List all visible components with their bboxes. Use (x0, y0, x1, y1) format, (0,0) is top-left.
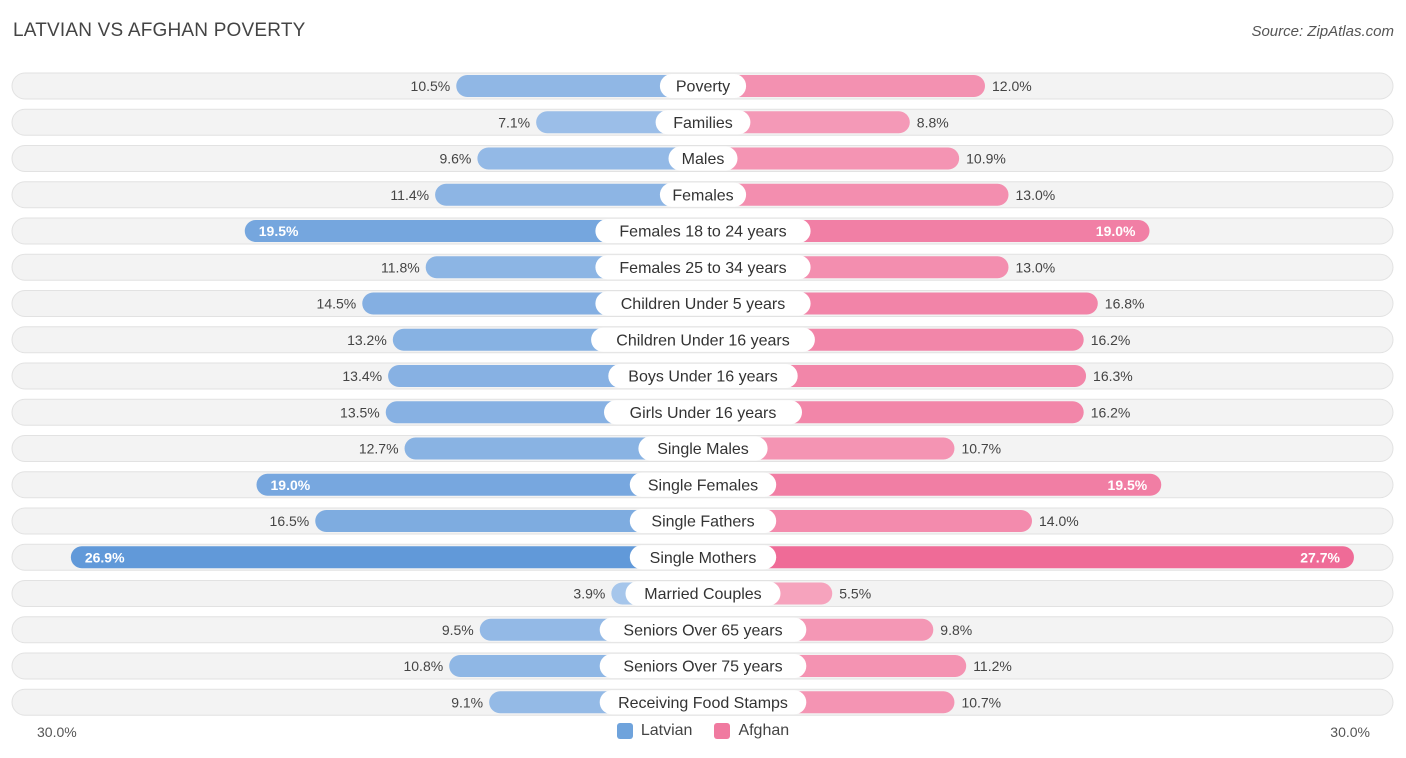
value-label-afghan-seniors-over-65-years: 9.8% (940, 622, 972, 638)
bar-latvian-females-18-to-24-years (244, 220, 714, 242)
value-label-afghan-single-mothers: 27.7% (1300, 549, 1340, 565)
value-label-afghan-single-females: 19.5% (1108, 477, 1148, 493)
value-label-latvian-seniors-over-75-years: 10.8% (403, 658, 443, 674)
category-label-seniors-over-75-years: Seniors Over 75 years (623, 659, 782, 676)
value-label-latvian-boys-under-16-years: 13.4% (342, 368, 382, 384)
value-label-afghan-receiving-food-stamps: 10.7% (961, 694, 1001, 710)
category-label-families: Families (673, 115, 733, 132)
value-label-latvian-families: 7.1% (498, 114, 530, 130)
value-label-afghan-single-fathers: 14.0% (1039, 513, 1079, 529)
category-label-single-females: Single Females (648, 477, 758, 494)
bar-afghan-single-fathers (692, 510, 1032, 532)
category-label-males: Males (682, 151, 725, 168)
category-pill-receiving-food-stamps (599, 690, 807, 715)
value-label-afghan-single-males: 10.7% (961, 441, 1001, 457)
category-pill-married-couples (625, 581, 781, 606)
category-label-girls-under-16-years: Girls Under 16 years (630, 405, 777, 422)
bar-afghan-females (692, 183, 1009, 206)
value-label-latvian-females-25-to-34-years: 11.8% (381, 259, 420, 275)
value-label-afghan-females-25-to-34-years: 13.0% (1016, 259, 1056, 275)
value-label-afghan-families: 8.8% (917, 114, 949, 130)
legend-swatch-latvian (616, 723, 633, 739)
category-pill-single-fathers (629, 509, 777, 533)
category-label-seniors-over-65-years: Seniors Over 65 years (623, 622, 782, 639)
category-pill-single-mothers (629, 545, 777, 570)
value-label-latvian-females-18-to-24-years: 19.5% (259, 223, 299, 239)
bar-latvian-single-males (404, 437, 714, 460)
value-label-latvian-single-males: 12.7% (359, 441, 399, 457)
category-pill-children-under-5-years (595, 291, 811, 316)
category-label-married-couples: Married Couples (644, 586, 761, 603)
category-label-females: Females (672, 187, 733, 204)
value-label-latvian-seniors-over-65-years: 9.5% (442, 622, 474, 638)
bar-latvian-single-mothers (70, 546, 715, 569)
value-label-latvian-males: 9.6% (439, 151, 471, 167)
category-pill-males (668, 146, 738, 171)
value-label-afghan-females: 13.0% (1016, 187, 1056, 203)
value-label-afghan-boys-under-16-years: 16.3% (1093, 368, 1133, 384)
category-pill-females-25-to-34-years (595, 255, 811, 280)
legend-swatch-afghan (714, 723, 731, 739)
bar-latvian-males (477, 147, 714, 170)
category-label-single-males: Single Males (657, 441, 749, 458)
bar-latvian-poverty (456, 75, 714, 97)
value-label-latvian-receiving-food-stamps: 9.1% (451, 694, 483, 710)
bar-afghan-males (692, 147, 960, 170)
bar-latvian-single-females (256, 473, 714, 496)
value-label-latvian-females: 11.4% (390, 187, 429, 203)
value-label-latvian-single-fathers: 16.5% (270, 513, 310, 529)
value-label-afghan-males: 10.9% (966, 151, 1006, 167)
category-label-single-mothers: Single Mothers (650, 550, 757, 567)
category-label-boys-under-16-years: Boys Under 16 years (628, 369, 777, 386)
value-label-latvian-children-under-5-years: 14.5% (317, 296, 357, 312)
value-label-latvian-married-couples: 3.9% (573, 586, 605, 602)
chart-title: Latvian vs Afghan Poverty (13, 20, 306, 41)
category-label-single-fathers: Single Fathers (651, 514, 754, 531)
category-pill-single-males (638, 436, 768, 461)
category-label-receiving-food-stamps: Receiving Food Stamps (618, 695, 788, 712)
category-label-females-18-to-24-years: Females 18 to 24 years (619, 224, 786, 241)
category-pill-families (655, 110, 751, 135)
axis-right-label: 30.0% (1330, 724, 1370, 740)
bar-afghan-single-females (692, 473, 1162, 496)
legend: Latvian Afghan (0, 722, 1406, 740)
legend-item-latvian[interactable]: Latvian (616, 722, 693, 740)
category-pill-females-18-to-24-years (595, 219, 811, 243)
value-label-latvian-poverty: 10.5% (411, 78, 451, 94)
axis-left-label: 30.0% (37, 724, 77, 740)
category-pill-females (659, 182, 747, 207)
category-label-females-25-to-34-years: Females 25 to 34 years (619, 260, 786, 277)
category-pill-seniors-over-65-years (599, 617, 807, 642)
value-label-afghan-married-couples: 5.5% (839, 586, 871, 602)
category-pill-seniors-over-75-years (599, 654, 807, 678)
source-label: Source: ZipAtlas.com (1251, 23, 1394, 40)
value-label-afghan-girls-under-16-years: 16.2% (1091, 404, 1131, 420)
legend-label-latvian: Latvian (640, 722, 693, 739)
category-pill-boys-under-16-years (608, 364, 798, 388)
legend-label-afghan: Afghan (738, 722, 790, 739)
category-pill-poverty (659, 74, 747, 98)
value-label-afghan-seniors-over-75-years: 11.2% (973, 658, 1012, 674)
bar-latvian-single-fathers (315, 510, 714, 532)
bar-latvian-females (435, 183, 714, 206)
value-label-latvian-children-under-16-years: 13.2% (347, 332, 387, 348)
value-label-afghan-children-under-5-years: 16.8% (1105, 296, 1145, 312)
legend-item-afghan[interactable]: Afghan (714, 722, 789, 740)
category-pill-children-under-16-years (591, 327, 815, 352)
bar-afghan-poverty (692, 75, 985, 97)
value-label-latvian-single-mothers: 26.9% (85, 549, 125, 565)
category-label-children-under-16-years: Children Under 16 years (616, 332, 789, 349)
category-label-children-under-5-years: Children Under 5 years (621, 296, 786, 313)
value-label-latvian-single-females: 19.0% (271, 477, 311, 493)
value-label-afghan-poverty: 12.0% (992, 78, 1032, 94)
value-label-afghan-children-under-16-years: 16.2% (1091, 332, 1131, 348)
value-label-afghan-females-18-to-24-years: 19.0% (1096, 223, 1136, 239)
bar-afghan-single-mothers (692, 546, 1354, 569)
value-label-latvian-girls-under-16-years: 13.5% (340, 404, 380, 420)
category-pill-girls-under-16-years (604, 400, 802, 425)
category-pill-single-females (629, 472, 777, 497)
category-label-poverty: Poverty (676, 79, 730, 96)
